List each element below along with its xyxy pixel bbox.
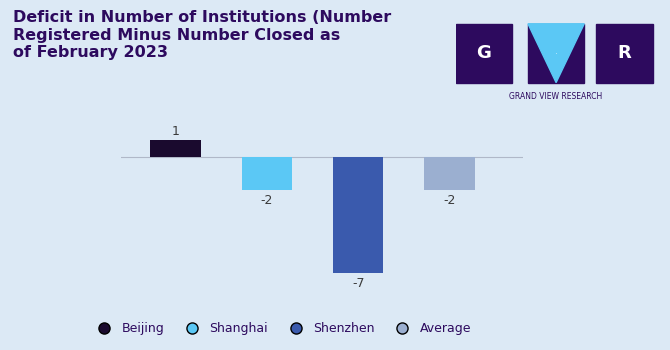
Text: 1: 1	[172, 125, 180, 138]
Bar	[424, 157, 474, 190]
Text: G: G	[476, 44, 491, 62]
Text: Deficit in Number of Institutions (Number
Registered Minus Number Closed as
of F: Deficit in Number of Institutions (Numbe…	[13, 10, 392, 60]
Text: GRAND VIEW RESEARCH: GRAND VIEW RESEARCH	[509, 92, 603, 101]
Text: V: V	[555, 53, 557, 54]
Text: -2: -2	[444, 194, 456, 207]
Polygon shape	[528, 24, 584, 83]
Text: R: R	[618, 44, 631, 62]
Text: -7: -7	[352, 277, 364, 290]
FancyBboxPatch shape	[528, 24, 584, 83]
FancyBboxPatch shape	[456, 24, 512, 83]
FancyBboxPatch shape	[596, 24, 653, 83]
Bar	[242, 157, 292, 190]
Bar	[150, 140, 200, 157]
Legend: Beijing, Shanghai, Shenzhen, Average: Beijing, Shanghai, Shenzhen, Average	[86, 317, 476, 340]
Text: -2: -2	[261, 194, 273, 207]
Bar	[333, 157, 383, 273]
